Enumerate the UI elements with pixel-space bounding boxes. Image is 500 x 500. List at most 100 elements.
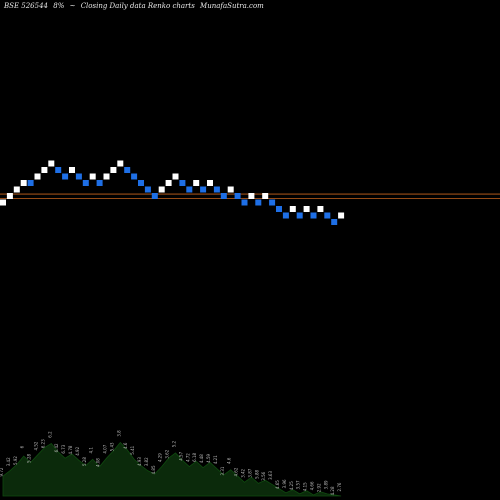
volume-label-24: 4.29 xyxy=(158,453,163,462)
volume-label-15: 4.08 xyxy=(96,458,101,467)
volume-label-42: 3.96 xyxy=(282,479,287,488)
volume-label-16: 4.07 xyxy=(103,444,108,453)
volume-label-41: 4.65 xyxy=(275,480,280,489)
renko-brick-45 xyxy=(303,206,310,212)
renko-brick-20 xyxy=(131,173,138,180)
volume-label-17: 5.43 xyxy=(109,442,114,451)
volume-label-49: 4.28 xyxy=(330,486,335,495)
renko-brick-27 xyxy=(179,180,186,186)
renko-brick-10 xyxy=(62,173,69,180)
volume-label-27: 4.57 xyxy=(178,451,183,460)
volume-label-43: 4.25 xyxy=(289,481,294,490)
renko-brick-26 xyxy=(172,173,179,180)
renko-brick-8 xyxy=(48,160,55,167)
renko-brick-33 xyxy=(220,193,227,199)
renko-brick-6 xyxy=(34,173,41,180)
volume-label-20: 5.41 xyxy=(130,445,135,454)
volume-label-44: 3.57 xyxy=(296,480,301,489)
renko-brick-39 xyxy=(262,193,269,199)
volume-label-34: 4.6 xyxy=(227,457,232,464)
volume-label-50: 2.76 xyxy=(337,482,342,491)
renko-brick-36 xyxy=(241,199,248,206)
volume-label-9: 6.42 xyxy=(54,443,59,452)
renko-brick-46 xyxy=(310,212,317,219)
source-label: MunafaSutra.com xyxy=(200,2,264,10)
volume-label-13: 5.28 xyxy=(82,457,87,466)
renko-bricks xyxy=(0,160,345,225)
volume-label-4: 6 xyxy=(20,445,25,448)
renko-brick-24 xyxy=(158,186,165,193)
renko-brick-22 xyxy=(144,186,151,193)
renko-brick-38 xyxy=(255,199,262,206)
renko-brick-43 xyxy=(289,206,296,212)
arrow-label: ~ xyxy=(69,2,76,10)
renko-brick-2 xyxy=(6,193,13,199)
volume-area-path xyxy=(2,441,342,497)
renko-brick-35 xyxy=(234,193,241,199)
volume-label-30: 4.48 xyxy=(199,454,204,463)
renko-brick-17 xyxy=(110,167,117,173)
renko-brick-30 xyxy=(200,186,207,193)
renko-brick-7 xyxy=(41,167,48,173)
renko-brick-28 xyxy=(186,186,193,193)
volume-label-8: 6.2 xyxy=(47,431,52,438)
renko-brick-21 xyxy=(138,180,144,186)
volume-label-6: 4.52 xyxy=(34,441,39,450)
renko-brick-15 xyxy=(96,180,103,186)
volume-label-32: 4.21 xyxy=(213,455,218,464)
volume-label-39: 3.56 xyxy=(261,471,266,480)
volume-label-7: 6.23 xyxy=(40,439,45,448)
renko-brick-47 xyxy=(317,206,324,212)
renko-brick-12 xyxy=(75,173,82,180)
renko-brick-11 xyxy=(69,167,75,173)
volume-label-14: 4.1 xyxy=(89,447,94,454)
volume-label-10: 6.73 xyxy=(61,444,66,453)
volume-label-40: 3.63 xyxy=(268,471,273,480)
volume-label-31: 4.59 xyxy=(206,453,211,462)
symbol-label: BSE 526544 xyxy=(4,2,48,10)
volume-label-3: 5.92 xyxy=(13,456,18,465)
renko-brick-48 xyxy=(324,212,331,219)
renko-brick-49 xyxy=(331,219,338,225)
percent-label: 8% xyxy=(53,2,65,10)
renko-brick-40 xyxy=(269,199,276,206)
volume-area xyxy=(2,441,342,497)
volume-label-22: 3.82 xyxy=(144,457,149,466)
volume-label-12: 4.92 xyxy=(75,446,80,455)
renko-brick-14 xyxy=(89,173,96,180)
volume-label-46: 4.66 xyxy=(310,481,315,490)
renko-brick-9 xyxy=(55,167,62,173)
renko-brick-13 xyxy=(82,180,89,186)
renko-brick-44 xyxy=(296,212,303,219)
volume-label-36: 3.42 xyxy=(241,468,246,477)
renko-brick-18 xyxy=(117,160,124,167)
volume-label-29: 6.18 xyxy=(192,452,197,461)
renko-brick-37 xyxy=(248,193,255,199)
renko-brick-41 xyxy=(276,206,282,212)
volume-label-5: 5.28 xyxy=(27,453,32,462)
volume-label-21: 4.93 xyxy=(137,457,142,466)
renko-brick-32 xyxy=(213,186,220,193)
renko-brick-19 xyxy=(124,167,131,173)
volume-label-45: 4.15 xyxy=(303,482,308,491)
volume-label-37: 3.87 xyxy=(247,468,252,477)
volume-label-19: 4.6 xyxy=(123,442,128,449)
chart-title: BSE 526544 8% ~ Closing Daily data Renko… xyxy=(4,2,267,10)
renko-brick-1 xyxy=(0,199,6,206)
renko-brick-29 xyxy=(193,180,200,186)
renko-brick-3 xyxy=(13,186,20,193)
volume-label-47: 2.92 xyxy=(316,483,321,492)
volume-label-2: 3.42 xyxy=(6,457,11,466)
volume-label-33: 3.31 xyxy=(220,466,225,475)
volume-label-11: 4.78 xyxy=(68,445,73,454)
volume-label-28: 4.72 xyxy=(185,453,190,462)
renko-brick-31 xyxy=(207,180,213,186)
renko-brick-5 xyxy=(27,180,34,186)
renko-brick-50 xyxy=(338,212,345,219)
volume-label-48: 3.89 xyxy=(323,480,328,489)
renko-brick-16 xyxy=(103,173,110,180)
volume-label-26: 5.2 xyxy=(172,440,177,447)
renko-brick-34 xyxy=(227,186,234,193)
